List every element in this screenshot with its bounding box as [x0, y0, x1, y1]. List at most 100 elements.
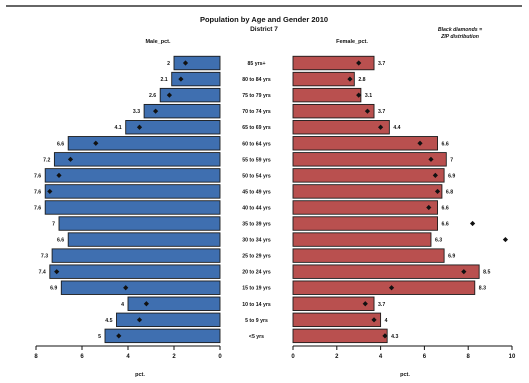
female-zip-diamond [428, 156, 434, 162]
male-zip-diamond [93, 140, 99, 146]
male-zip-diamond [123, 285, 129, 291]
female-bar-label: 6.6 [442, 222, 449, 228]
male-bar [127, 296, 221, 311]
female-bar-label: 6.6 [442, 205, 449, 211]
female-zip-diamond [356, 92, 362, 98]
male-zip-diamond [153, 108, 159, 114]
age-labels: 85 yrs+ 80 to 84 yrs 75 to 79 yrs 70 to 74 … [242, 61, 271, 340]
male-axis-tick-label: 8 [34, 354, 38, 360]
male-bar-label: 7.6 [34, 173, 41, 179]
female-bar [292, 120, 390, 135]
female-zip-diamond [434, 188, 441, 195]
male-zip-diamond [166, 92, 172, 98]
male-bar [44, 200, 221, 215]
age-category-label: <5 yrs [249, 334, 264, 340]
male-axis-tick-label: 6 [80, 354, 84, 360]
female-axis-tick-label: 8 [467, 354, 471, 360]
left-panel-label: Male_pct. [145, 39, 171, 45]
female-zip-diamond [378, 124, 384, 130]
female-panel: 3.7 2.8 3.1 3.7 4.4 6.6 7 6.9 6.8 6.6 6.6 6.3 6.9 8.5… [292, 55, 509, 344]
female-zip-diamond [364, 108, 371, 114]
age-category-label: 40 to 44 yrs [242, 205, 271, 211]
female-bar [292, 280, 476, 295]
female-axis-tick-label: 6 [423, 354, 427, 360]
legend-note-line-2: ZIP distribution [440, 34, 479, 40]
female-bar [292, 103, 375, 119]
male-bar [171, 71, 221, 87]
legend-note: Black diamonds = ZIP distribution [438, 27, 482, 40]
female-zip-diamond [469, 220, 476, 227]
female-bar [292, 264, 480, 279]
female-bar [292, 152, 447, 167]
female-bar [292, 184, 443, 199]
female-bar-label: 8.5 [483, 270, 490, 276]
male-zip-diamond [116, 333, 122, 339]
male-bar [125, 120, 221, 135]
male-bar [159, 87, 221, 103]
male-zip-diamond [136, 124, 143, 130]
male-bar [143, 103, 221, 119]
age-category-label: 55 to 59 yrs [242, 157, 271, 163]
female-zip-diamond [502, 236, 509, 243]
male-axis-tick-label: 2 [172, 354, 176, 360]
male-zip-diamond [56, 172, 62, 178]
male-bar-label: 2.6 [149, 93, 156, 99]
age-category-label: 65 to 69 yrs [242, 125, 271, 131]
female-bar-label: 3.7 [378, 109, 385, 115]
age-category-label: 50 to 54 yrs [242, 173, 271, 179]
female-bar [292, 200, 438, 215]
male-bar-label: 2.1 [160, 77, 167, 83]
female-bar [292, 168, 445, 183]
female-zip-diamond [461, 269, 467, 275]
male-bar [49, 264, 221, 279]
female-zip-diamond [362, 301, 368, 307]
male-bar [104, 328, 221, 344]
female-axis-tick-label: 0 [291, 354, 295, 360]
male-x-axis-label: pct. [135, 372, 145, 378]
male-bar-label: 4.1 [114, 125, 121, 131]
age-category-label: 70 to 74 yrs [242, 109, 271, 115]
female-bar [292, 296, 375, 311]
male-bar-label: 5 [98, 334, 101, 340]
male-x-axis: 8 6 4 2 0 [34, 345, 222, 360]
male-zip-diamond [54, 269, 60, 275]
female-bar [292, 248, 445, 263]
female-zip-diamond [426, 204, 432, 211]
male-bar-label: 7 [52, 222, 55, 228]
age-category-label: 80 to 84 yrs [242, 77, 271, 83]
female-bar [292, 312, 382, 328]
male-bar [60, 280, 221, 295]
female-bar-label: 6.6 [442, 141, 449, 147]
chart-title: Population by Age and Gender 2010 [200, 15, 328, 24]
female-zip-diamond [371, 317, 377, 323]
age-category-label: 85 yrs+ [247, 61, 265, 67]
age-category-label: 25 to 29 yrs [242, 254, 271, 260]
age-category-label: 15 to 19 yrs [242, 286, 271, 292]
male-bar [67, 232, 221, 247]
female-bar-label: 4.3 [391, 334, 398, 340]
female-bar [292, 136, 438, 151]
female-zip-diamond [417, 140, 423, 146]
male-bar-label: 7.6 [34, 189, 41, 195]
female-bar-label: 3.7 [378, 302, 385, 308]
female-bar [292, 216, 438, 231]
female-x-axis-label: pct. [400, 372, 410, 378]
female-axis-tick-label: 4 [379, 354, 383, 360]
male-bar-label: 7.3 [41, 254, 48, 260]
male-axis-tick-label: 4 [126, 354, 130, 360]
male-zip-diamond [143, 301, 149, 307]
female-bar-label: 3.1 [365, 93, 372, 99]
male-bar [67, 136, 221, 151]
male-bar-label: 4 [121, 302, 124, 308]
female-bar-label: 7 [450, 157, 453, 163]
age-category-label: 10 to 14 yrs [242, 302, 271, 308]
right-panel-label: Female_pct. [336, 39, 368, 45]
male-bar [173, 55, 221, 71]
female-bar [292, 71, 355, 87]
female-bar [292, 328, 388, 344]
male-bar [51, 248, 221, 263]
female-axis-tick-label: 2 [335, 354, 339, 360]
female-bar [292, 87, 362, 103]
age-category-label: 45 to 49 yrs [242, 189, 271, 195]
